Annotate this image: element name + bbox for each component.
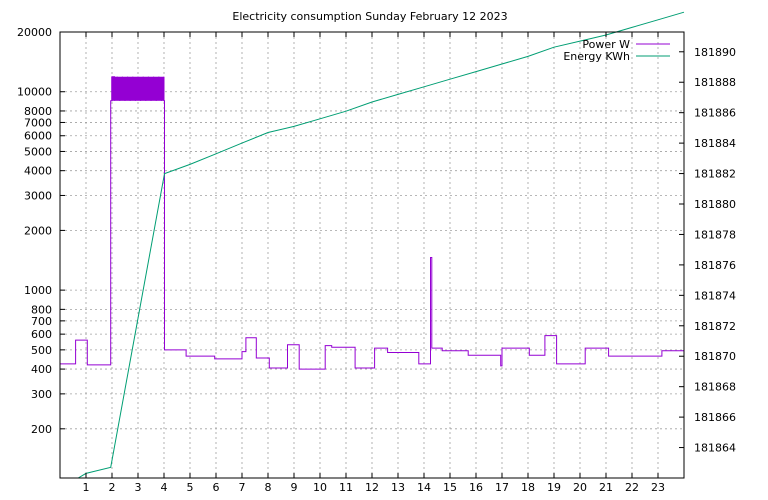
- x-tick-label: 5: [187, 481, 194, 494]
- y2-tick-label: 181884: [694, 137, 736, 150]
- y2-tick-label: 181886: [694, 107, 736, 120]
- y2-tick-label: 181868: [694, 381, 736, 394]
- x-tick-label: 21: [599, 481, 613, 494]
- x-tick-label: 17: [495, 481, 509, 494]
- axis-ticks: 1 2 3 4 5 6 7 8 9 10 11 12 13 14 15 16 17 18 19 20 21 22 23200…: [17, 26, 736, 494]
- x-tick-label: 3: [135, 481, 142, 494]
- y2-tick-label: 181876: [694, 259, 736, 272]
- y-tick-label: 10000: [17, 86, 52, 99]
- y-tick-label: 7000: [24, 116, 52, 129]
- x-tick-label: 12: [365, 481, 379, 494]
- y2-tick-label: 181890: [694, 46, 736, 59]
- y2-tick-label: 181888: [694, 76, 736, 89]
- y-tick-label: 8000: [24, 105, 52, 118]
- x-tick-label: 2: [109, 481, 116, 494]
- y-tick-label: 4000: [24, 165, 52, 178]
- y2-tick-label: 181872: [694, 320, 736, 333]
- x-tick-label: 11: [339, 481, 353, 494]
- y-tick-label: 600: [31, 328, 52, 341]
- legend-label: Power W: [582, 38, 630, 51]
- y-tick-label: 700: [31, 315, 52, 328]
- x-tick-label: 10: [313, 481, 327, 494]
- series-line-energy-kwh: [77, 11, 685, 479]
- y2-tick-label: 181880: [694, 198, 736, 211]
- y2-tick-label: 181870: [694, 350, 736, 363]
- x-tick-label: 18: [521, 481, 535, 494]
- y-tick-label: 500: [31, 344, 52, 357]
- x-tick-label: 14: [417, 481, 431, 494]
- y-tick-label: 300: [31, 388, 52, 401]
- y-tick-label: 200: [31, 423, 52, 436]
- x-tick-label: 4: [161, 481, 168, 494]
- x-tick-label: 19: [547, 481, 561, 494]
- x-tick-label: 13: [391, 481, 405, 494]
- y-tick-label: 800: [31, 303, 52, 316]
- y2-tick-label: 181874: [694, 289, 736, 302]
- x-tick-label: 20: [573, 481, 587, 494]
- legend-label: Energy KWh: [563, 50, 630, 63]
- x-tick-label: 16: [469, 481, 483, 494]
- y-tick-label: 6000: [24, 130, 52, 143]
- x-tick-label: 22: [625, 481, 639, 494]
- grid: [60, 32, 684, 478]
- y-tick-label: 3000: [24, 189, 52, 202]
- chart-title: Electricity consumption Sunday February …: [232, 10, 507, 23]
- y2-tick-label: 181882: [694, 168, 736, 181]
- y-tick-label: 400: [31, 363, 52, 376]
- y2-tick-label: 181864: [694, 442, 736, 455]
- series-layer: [60, 11, 685, 479]
- y-tick-label: 1000: [24, 284, 52, 297]
- x-tick-label: 7: [239, 481, 246, 494]
- y2-tick-label: 181878: [694, 228, 736, 241]
- power-spike-block: [111, 76, 164, 101]
- x-tick-label: 15: [443, 481, 457, 494]
- x-tick-label: 9: [291, 481, 298, 494]
- x-tick-label: 8: [265, 481, 272, 494]
- y2-tick-label: 181866: [694, 411, 736, 424]
- x-tick-label: 6: [213, 481, 220, 494]
- x-tick-label: 23: [651, 481, 665, 494]
- y-tick-label: 20000: [17, 26, 52, 39]
- y-tick-label: 5000: [24, 145, 52, 158]
- y-tick-label: 2000: [24, 224, 52, 237]
- x-tick-label: 1: [83, 481, 90, 494]
